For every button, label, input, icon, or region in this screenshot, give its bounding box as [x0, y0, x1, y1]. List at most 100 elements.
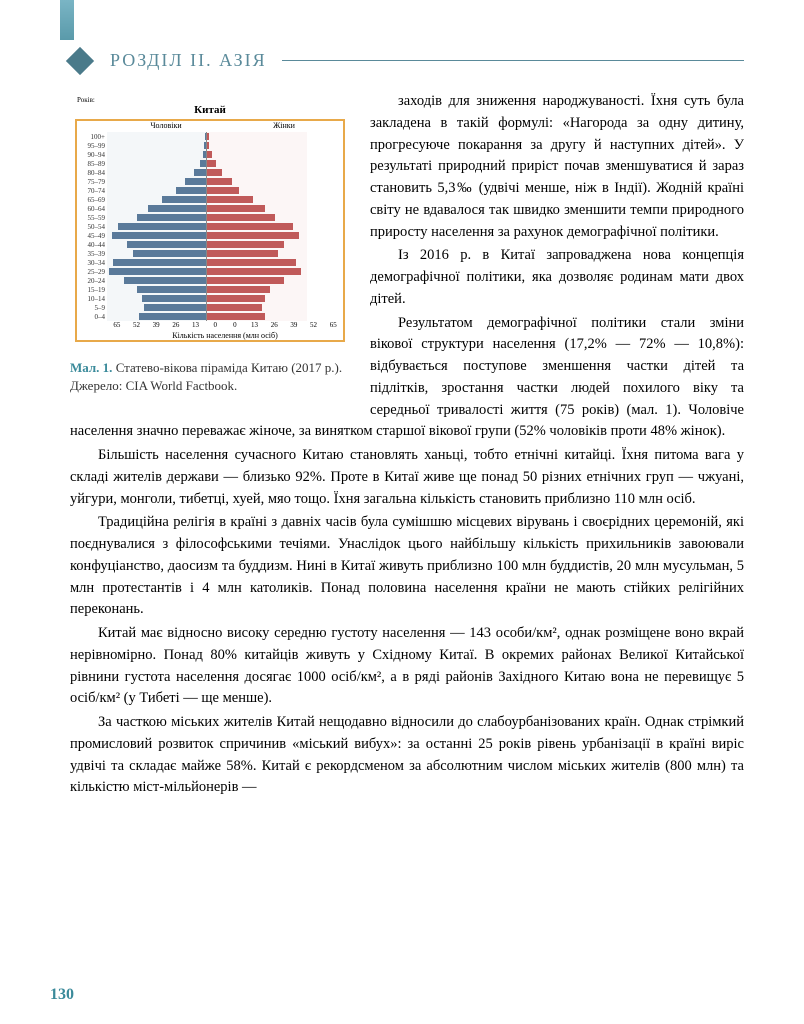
male-bar — [176, 187, 206, 194]
x-tick: 52 — [127, 321, 147, 329]
page-content: РОЗДІЛ II. АЗІЯ Років: Китай Чоловіки Жі… — [0, 0, 804, 841]
female-bar-wrap — [207, 168, 307, 177]
female-bar — [207, 178, 232, 185]
female-bar — [207, 232, 299, 239]
paragraph: Більшість населення сучасного Китаю стан… — [70, 445, 744, 510]
female-bar-wrap — [207, 249, 307, 258]
female-bar-wrap — [207, 186, 307, 195]
age-label: 70–74 — [77, 187, 107, 195]
female-bar — [207, 205, 265, 212]
male-bar-wrap — [107, 240, 207, 249]
paragraph: За часткою міських жителів Китай нещодав… — [70, 712, 744, 799]
female-bar-wrap — [207, 132, 307, 141]
female-bar — [207, 304, 262, 311]
male-bar-wrap — [107, 231, 207, 240]
male-bar — [109, 268, 206, 275]
age-label: 60–64 — [77, 205, 107, 213]
female-bar — [207, 295, 265, 302]
female-bar-wrap — [207, 267, 307, 276]
paragraph: Китай має відносно високу середню густот… — [70, 623, 744, 710]
male-bar-wrap — [107, 276, 207, 285]
pyramid-row: 30–34 — [77, 258, 343, 267]
chart-title: Китай — [75, 104, 345, 116]
male-bar-wrap — [107, 195, 207, 204]
x-tick: 13 — [186, 321, 206, 329]
male-bar — [205, 133, 206, 140]
pyramid-row: 45–49 — [77, 231, 343, 240]
x-tick: 39 — [284, 321, 304, 329]
chart-inner: Чоловіки Жінки 100+95–9990–9485–8980–847… — [77, 121, 343, 340]
female-bar-wrap — [207, 213, 307, 222]
pyramid-row: 20–24 — [77, 276, 343, 285]
header-rule — [282, 60, 744, 61]
pyramid-row: 25–29 — [77, 267, 343, 276]
male-bar — [142, 295, 206, 302]
x-axis-title: Кількість населення (млн осіб) — [77, 331, 343, 340]
chart-block: Років: Китай Чоловіки Жінки 100+95–9990–… — [70, 91, 350, 395]
female-bar — [207, 313, 265, 320]
male-label: Чоловіки — [107, 121, 225, 130]
female-bar — [207, 151, 212, 158]
age-label: 10–14 — [77, 295, 107, 303]
male-bar-wrap — [107, 303, 207, 312]
male-bar-wrap — [107, 150, 207, 159]
pyramid-row: 40–44 — [77, 240, 343, 249]
pyramid-bars: 100+95–9990–9485–8980–8475–7970–7465–696… — [77, 132, 343, 321]
male-bar — [204, 142, 206, 149]
male-bar — [133, 250, 206, 257]
female-bar-wrap — [207, 294, 307, 303]
female-bar — [207, 268, 301, 275]
y-axis-label: Років: — [75, 96, 345, 104]
content-area: Років: Китай Чоловіки Жінки 100+95–9990–… — [70, 91, 744, 801]
female-bar-wrap — [207, 141, 307, 150]
female-bar — [207, 196, 253, 203]
male-bar-wrap — [107, 186, 207, 195]
pyramid-row: 95–99 — [77, 141, 343, 150]
female-bar-wrap — [207, 285, 307, 294]
male-bar-wrap — [107, 204, 207, 213]
male-bar — [203, 151, 206, 158]
male-bar — [137, 214, 206, 221]
diamond-icon — [66, 46, 94, 74]
pyramid-row: 5–9 — [77, 303, 343, 312]
female-bar — [207, 277, 284, 284]
caption-label: Мал. 1. — [70, 360, 112, 375]
pyramid-row: 65–69 — [77, 195, 343, 204]
x-tick: 65 — [323, 321, 343, 329]
age-label: 55–59 — [77, 214, 107, 222]
female-bar — [207, 214, 275, 221]
age-label: 30–34 — [77, 259, 107, 267]
male-bar — [113, 259, 206, 266]
age-label: 75–79 — [77, 178, 107, 186]
female-bar-wrap — [207, 150, 307, 159]
female-bar-wrap — [207, 222, 307, 231]
age-label: 50–54 — [77, 223, 107, 231]
male-bar-wrap — [107, 258, 207, 267]
male-bar — [194, 169, 206, 176]
male-bar — [185, 178, 206, 185]
male-bar — [137, 286, 206, 293]
x-tick: 26 — [264, 321, 284, 329]
pyramid-row: 0–4 — [77, 312, 343, 321]
pyramid-row: 15–19 — [77, 285, 343, 294]
female-bar — [207, 286, 270, 293]
x-axis: 6552392613001326395265 — [77, 321, 343, 329]
x-tick: 65 — [107, 321, 127, 329]
x-tick: 0 — [205, 321, 225, 329]
age-label: 35–39 — [77, 250, 107, 258]
pyramid-row: 35–39 — [77, 249, 343, 258]
male-bar — [139, 313, 206, 320]
chart-border: Чоловіки Жінки 100+95–9990–9485–8980–847… — [75, 119, 345, 342]
female-bar-wrap — [207, 204, 307, 213]
female-bar — [207, 259, 296, 266]
population-pyramid: Років: Китай Чоловіки Жінки 100+95–9990–… — [70, 91, 350, 347]
chart-caption: Мал. 1. Статево-вікова піраміда Китаю (2… — [70, 359, 350, 395]
female-label: Жінки — [225, 121, 343, 130]
female-bar-wrap — [207, 240, 307, 249]
male-bar — [148, 205, 206, 212]
age-label: 25–29 — [77, 268, 107, 276]
female-bar-wrap — [207, 303, 307, 312]
x-tick: 0 — [225, 321, 245, 329]
male-bar — [162, 196, 206, 203]
male-bar-wrap — [107, 222, 207, 231]
